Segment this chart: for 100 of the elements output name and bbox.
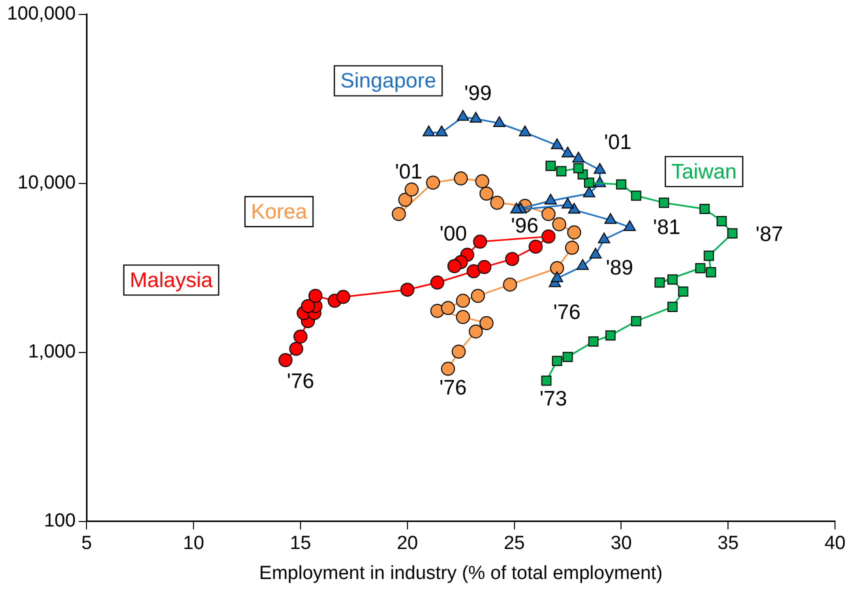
point xyxy=(479,186,494,201)
point xyxy=(562,198,574,209)
point xyxy=(477,260,492,274)
point xyxy=(727,228,738,238)
point xyxy=(598,232,610,244)
point xyxy=(552,356,562,366)
point xyxy=(667,274,678,285)
point xyxy=(631,190,642,201)
point xyxy=(546,160,556,171)
y-tick-label: 10,000 xyxy=(18,172,76,194)
point xyxy=(293,330,308,344)
point xyxy=(422,126,435,136)
point xyxy=(704,250,714,261)
x-tick-label: 25 xyxy=(504,533,525,554)
point xyxy=(562,146,574,158)
point xyxy=(594,163,606,174)
point xyxy=(456,294,470,308)
annotation: '73 xyxy=(540,388,568,411)
point xyxy=(567,225,582,240)
point xyxy=(695,263,706,274)
x-tick-label: 30 xyxy=(610,533,632,554)
point xyxy=(588,336,598,347)
point xyxy=(565,240,580,255)
point xyxy=(576,259,589,270)
series-label: Taiwan xyxy=(671,160,737,184)
annotation: '76 xyxy=(439,376,467,400)
annotation: '01 xyxy=(604,130,632,154)
series-label: Singapore xyxy=(340,70,436,93)
point xyxy=(631,316,642,326)
point xyxy=(510,202,523,214)
annotation: '89 xyxy=(606,256,634,280)
point xyxy=(278,353,293,368)
point xyxy=(398,192,412,207)
annotation: '00 xyxy=(440,222,467,246)
text: Malaysia xyxy=(130,268,213,292)
point xyxy=(605,330,616,341)
point xyxy=(392,207,406,222)
point xyxy=(542,230,556,244)
point xyxy=(441,301,456,316)
point xyxy=(466,264,481,278)
x-tick-label: 20 xyxy=(396,533,418,554)
x-tick-label: 15 xyxy=(290,533,312,554)
point xyxy=(452,344,466,359)
point xyxy=(430,276,444,290)
point xyxy=(550,261,564,276)
point xyxy=(624,220,636,232)
point xyxy=(475,174,490,188)
annotation: '76 xyxy=(286,370,314,393)
point xyxy=(573,163,584,174)
point xyxy=(441,362,456,376)
point xyxy=(667,302,678,312)
x-tick-label: 5 xyxy=(81,533,92,554)
x-axis-title: Employment in industry (% of total employment) xyxy=(259,562,663,584)
point xyxy=(404,182,419,197)
point xyxy=(470,112,482,123)
point xyxy=(699,204,710,214)
y-tick-label: 100 xyxy=(44,510,76,532)
point xyxy=(706,267,716,278)
point xyxy=(582,186,596,198)
point xyxy=(518,126,532,136)
point xyxy=(470,288,485,303)
point xyxy=(336,290,350,304)
point xyxy=(468,324,483,338)
point xyxy=(456,310,470,324)
x-tick-label: 10 xyxy=(183,533,204,554)
point xyxy=(435,126,448,136)
point xyxy=(616,179,626,190)
text: Korea xyxy=(250,200,308,224)
point xyxy=(479,316,494,330)
y-tick-label: 100,000 xyxy=(6,4,76,25)
point xyxy=(505,252,520,266)
point xyxy=(490,196,504,210)
point xyxy=(493,116,506,127)
annotation: '81 xyxy=(653,216,680,240)
point xyxy=(544,194,557,205)
point xyxy=(550,138,564,150)
point xyxy=(542,207,556,222)
point xyxy=(503,278,518,292)
point xyxy=(589,248,602,259)
point xyxy=(454,171,468,186)
point xyxy=(447,259,462,274)
point xyxy=(568,202,580,214)
annotation: '76 xyxy=(553,301,581,324)
point xyxy=(456,110,470,121)
point xyxy=(550,271,564,282)
point xyxy=(658,198,670,208)
point xyxy=(556,166,566,176)
annotation: '01 xyxy=(394,160,422,184)
point xyxy=(528,240,543,254)
point xyxy=(300,299,315,314)
annotation: '87 xyxy=(756,223,784,246)
x-tick-label: 35 xyxy=(718,533,739,554)
point xyxy=(541,376,552,386)
point xyxy=(473,234,488,249)
point xyxy=(654,277,665,288)
y-tick-label: 1,000 xyxy=(28,342,76,363)
point xyxy=(308,288,322,303)
x-tick-label: 40 xyxy=(824,533,846,554)
point xyxy=(584,178,594,188)
annotation: '99 xyxy=(464,82,492,105)
